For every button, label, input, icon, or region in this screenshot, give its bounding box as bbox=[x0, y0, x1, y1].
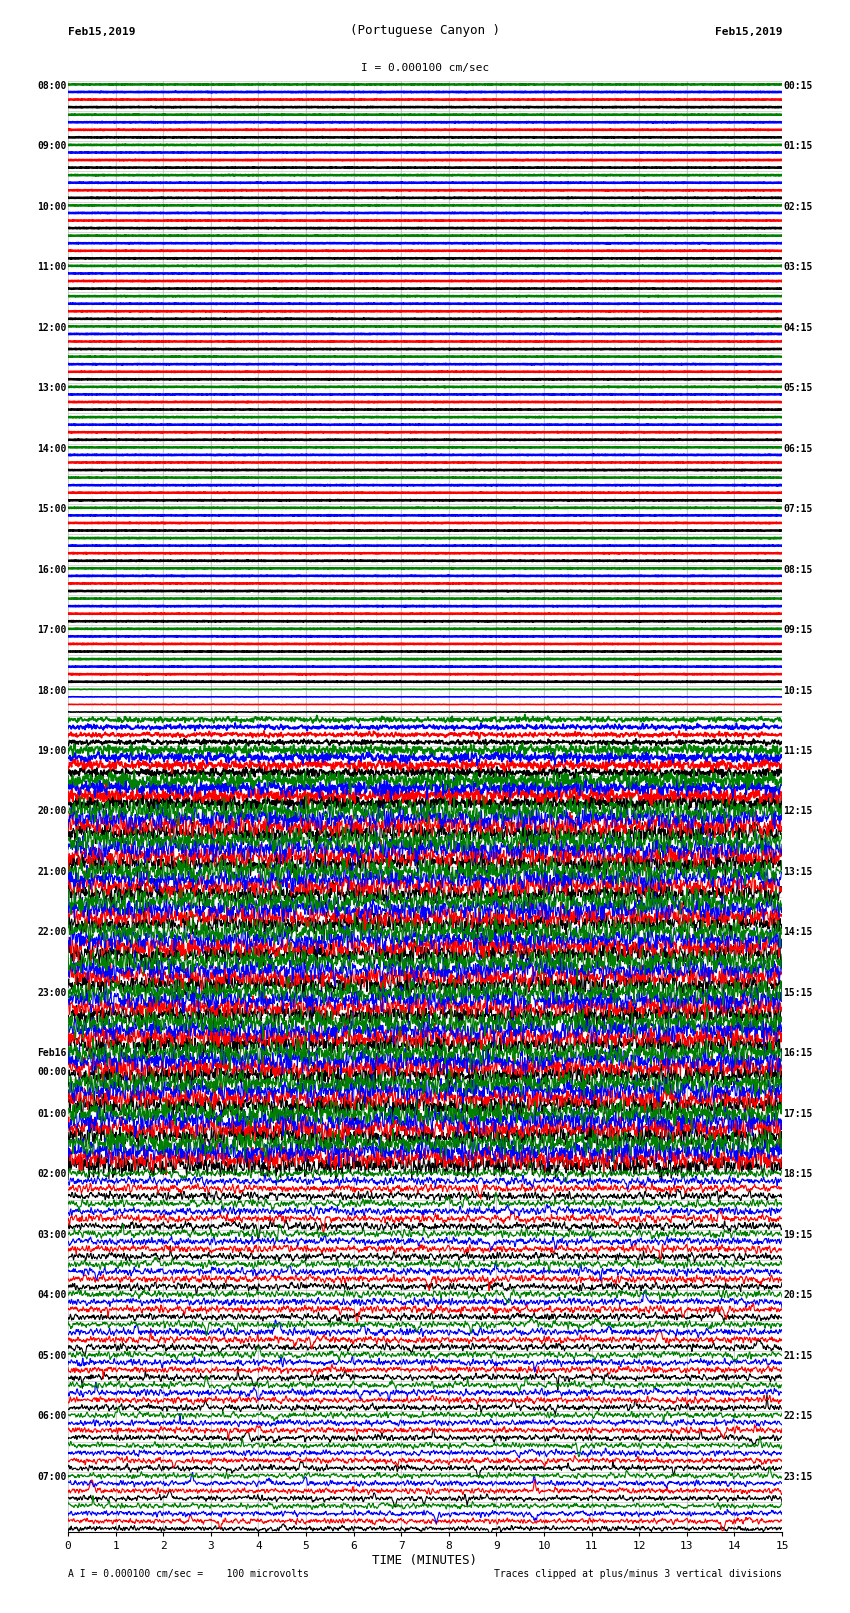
Text: 21:00: 21:00 bbox=[37, 868, 66, 877]
Text: 15:00: 15:00 bbox=[37, 503, 66, 515]
Text: 03:00: 03:00 bbox=[37, 1229, 66, 1240]
Text: 18:00: 18:00 bbox=[37, 686, 66, 695]
Text: 07:15: 07:15 bbox=[784, 503, 813, 515]
Text: 14:00: 14:00 bbox=[37, 444, 66, 453]
Text: 23:00: 23:00 bbox=[37, 987, 66, 998]
Text: 13:00: 13:00 bbox=[37, 384, 66, 394]
Text: 17:00: 17:00 bbox=[37, 626, 66, 636]
Text: 20:15: 20:15 bbox=[784, 1290, 813, 1300]
Text: 10:15: 10:15 bbox=[784, 686, 813, 695]
Text: 01:15: 01:15 bbox=[784, 142, 813, 152]
Text: 06:15: 06:15 bbox=[784, 444, 813, 453]
Text: 02:15: 02:15 bbox=[784, 202, 813, 211]
Text: 05:15: 05:15 bbox=[784, 384, 813, 394]
Text: 11:00: 11:00 bbox=[37, 263, 66, 273]
Text: 17:15: 17:15 bbox=[784, 1110, 813, 1119]
Text: 06:00: 06:00 bbox=[37, 1411, 66, 1421]
Text: 14:15: 14:15 bbox=[784, 927, 813, 937]
Text: 11:15: 11:15 bbox=[784, 745, 813, 756]
Text: 16:15: 16:15 bbox=[784, 1048, 813, 1058]
Text: 04:00: 04:00 bbox=[37, 1290, 66, 1300]
Text: 19:00: 19:00 bbox=[37, 745, 66, 756]
Text: 19:15: 19:15 bbox=[784, 1229, 813, 1240]
Text: 13:15: 13:15 bbox=[784, 868, 813, 877]
Text: 01:00: 01:00 bbox=[37, 1110, 66, 1119]
Text: 07:00: 07:00 bbox=[37, 1471, 66, 1482]
Text: (Portuguese Canyon ): (Portuguese Canyon ) bbox=[350, 24, 500, 37]
Text: Traces clipped at plus/minus 3 vertical divisions: Traces clipped at plus/minus 3 vertical … bbox=[494, 1568, 782, 1579]
Text: 12:15: 12:15 bbox=[784, 806, 813, 816]
Text: Feb15,2019: Feb15,2019 bbox=[715, 27, 782, 37]
Text: I = 0.000100 cm/sec: I = 0.000100 cm/sec bbox=[361, 63, 489, 74]
Text: 23:15: 23:15 bbox=[784, 1471, 813, 1482]
Text: 15:15: 15:15 bbox=[784, 987, 813, 998]
Text: 09:00: 09:00 bbox=[37, 142, 66, 152]
Text: 21:15: 21:15 bbox=[784, 1350, 813, 1361]
Text: 00:00: 00:00 bbox=[37, 1066, 66, 1076]
Text: 00:15: 00:15 bbox=[784, 81, 813, 90]
Text: 20:00: 20:00 bbox=[37, 806, 66, 816]
Text: 03:15: 03:15 bbox=[784, 263, 813, 273]
Text: 22:15: 22:15 bbox=[784, 1411, 813, 1421]
Text: 05:00: 05:00 bbox=[37, 1350, 66, 1361]
Text: Feb16: Feb16 bbox=[37, 1048, 66, 1058]
Text: 09:15: 09:15 bbox=[784, 626, 813, 636]
Text: 08:15: 08:15 bbox=[784, 565, 813, 574]
Text: 08:00: 08:00 bbox=[37, 81, 66, 90]
Text: 22:00: 22:00 bbox=[37, 927, 66, 937]
Text: 02:00: 02:00 bbox=[37, 1169, 66, 1179]
Text: 04:15: 04:15 bbox=[784, 323, 813, 332]
Text: A I = 0.000100 cm/sec =    100 microvolts: A I = 0.000100 cm/sec = 100 microvolts bbox=[68, 1568, 309, 1579]
Text: 16:00: 16:00 bbox=[37, 565, 66, 574]
Text: 18:15: 18:15 bbox=[784, 1169, 813, 1179]
Text: 12:00: 12:00 bbox=[37, 323, 66, 332]
X-axis label: TIME (MINUTES): TIME (MINUTES) bbox=[372, 1555, 478, 1568]
Text: 10:00: 10:00 bbox=[37, 202, 66, 211]
Text: Feb15,2019: Feb15,2019 bbox=[68, 27, 135, 37]
